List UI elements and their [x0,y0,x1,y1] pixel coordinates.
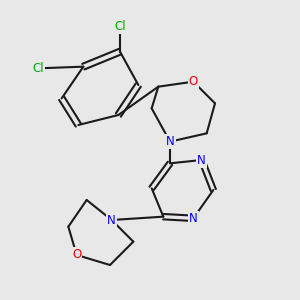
Text: Cl: Cl [114,20,126,33]
Text: Cl: Cl [32,62,44,75]
Text: O: O [189,75,198,88]
Text: N: N [189,212,198,225]
Text: N: N [107,214,116,226]
Text: N: N [197,154,206,166]
Text: N: N [166,135,174,148]
Text: O: O [72,248,81,262]
